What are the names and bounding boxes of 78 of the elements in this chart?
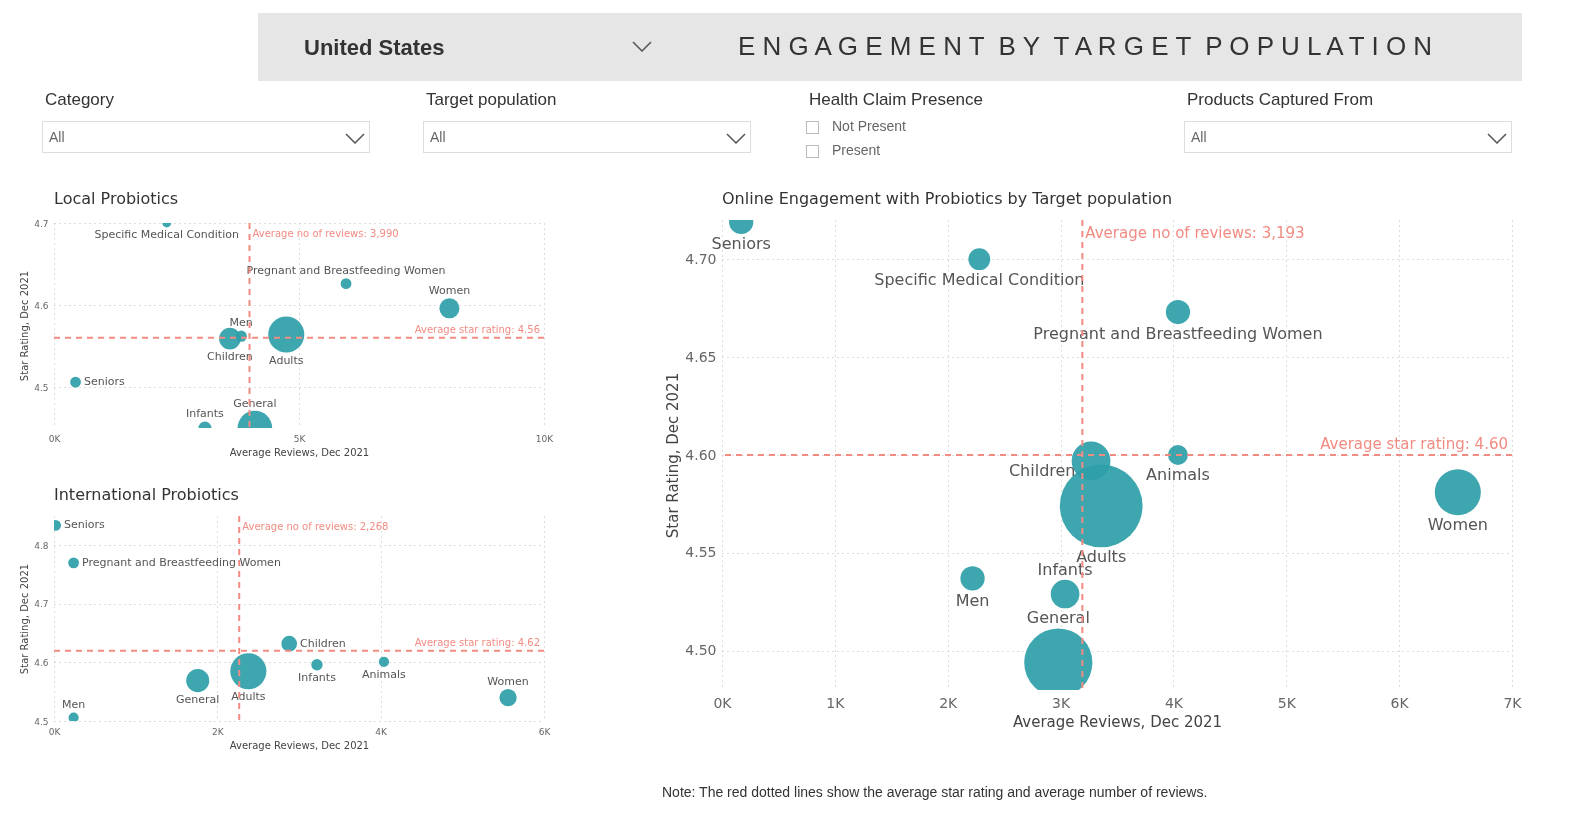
text: United States [304,35,445,61]
dropdown-field: All [42,121,370,153]
series-label: Children [300,636,346,650]
x-tick-label: 2K [939,694,959,711]
x-tick-label: 10K [535,433,555,444]
series-label: Men [229,316,253,330]
ref-line-label: Average star rating: 4.56 [414,323,540,335]
dropdown-field: All [423,121,751,153]
series-label: Pregnant and Breastfeeding Women [82,555,281,569]
ref-line-label: Average no of reviews: 3,990 [252,228,399,239]
x-tick-label: 3K [1052,694,1071,711]
y-tick-label: 4.60 [685,446,717,463]
series-label: Specific Medical Condition [94,228,239,242]
x-axis-title: Average Reviews, Dec 2021 [229,739,370,751]
y-tick-label: 4.7 [34,599,49,610]
text: Not Present [832,118,906,134]
series-label: Infants [298,671,337,685]
text: Note: The red dotted lines show the average star rating and average number of reviews. [662,784,1208,800]
series-label: Infants [185,407,225,421]
series-label: Adults [231,690,266,704]
y-tick-label: 4.6 [34,657,49,668]
series-label: Children [207,350,253,364]
y-tick-label: 4.65 [685,348,717,365]
text: Products Captured From [1187,90,1374,110]
series-label: Adults [269,353,304,367]
chart-title: International Probiotics [54,485,239,504]
y-tick-label: 4.5 [34,382,49,393]
x-tick-label: 5K [1277,694,1297,711]
dropdown-field: All [1184,121,1512,153]
x-tick-label: 0K [48,433,62,444]
ref-line-label: Average star rating: 4.62 [414,636,540,648]
series-label: Pregnant and Breastfeeding Women [1033,324,1323,344]
series-label: General [1026,608,1090,628]
chart-title: Online Engagement with Probiotics by Target population [722,189,1173,208]
y-tick-label: 4.6 [34,300,49,311]
x-tick-label: 1K [826,694,846,711]
series-label: Pregnant and Breastfeeding Women [246,264,446,278]
x-tick-label: 6K [538,726,552,737]
x-tick-label: 4K [1164,694,1184,711]
series-label: Men [955,590,990,610]
series-label: Animals [362,667,407,681]
series-label: Children [1008,460,1076,480]
series-label: Animals [1146,464,1210,484]
y-tick-label: 4.50 [685,642,717,659]
series-label: Seniors [64,518,106,532]
y-tick-label: 4.7 [34,218,49,229]
y-tick-label: 4.5 [34,716,49,727]
x-tick-label: 5K [293,433,307,444]
text: Category [45,90,114,110]
text: Health Claim Presence [809,90,983,110]
x-tick-label: 6K [1390,694,1410,711]
x-tick-label: 0K [713,694,733,711]
text: E N G A G E M E N T B Y T A R G E T P O P U L A T I O N [738,31,1433,62]
y-tick-label: 4.55 [685,544,717,561]
x-axis-title: Average Reviews, Dec 2021 [229,446,370,458]
series-label: Women [487,674,529,688]
ref-line-label: Average star rating: 4.60 [1320,435,1508,453]
y-axis-title: Star Rating, Dec 2021 [664,372,683,539]
text: Target population [426,90,557,110]
ref-line-label: Average no of reviews: 3,193 [1085,224,1305,242]
y-tick-label: 4.8 [34,540,49,551]
x-tick-label: 0K [48,726,62,737]
series-label: Specific Medical Condition [874,270,1085,290]
x-axis-title: Average Reviews, Dec 2021 [1012,712,1223,731]
series-label: Women [1427,515,1488,535]
x-tick-label: 4K [375,726,389,737]
series-label: Men [61,698,86,712]
y-axis-title: Star Rating, Dec 2021 [19,270,31,382]
series-label: Seniors [83,375,125,389]
series-label: Women [428,284,471,298]
ref-line-label: Average no of reviews: 2,268 [242,521,389,532]
series-label: General [176,693,220,707]
text: Present [832,142,881,158]
chart-title: Local Probiotics [54,189,179,208]
series-label: General [233,396,277,410]
x-tick-label: 2K [212,726,225,737]
x-tick-label: 7K [1503,694,1523,711]
y-axis-title: Star Rating, Dec 2021 [19,563,31,675]
